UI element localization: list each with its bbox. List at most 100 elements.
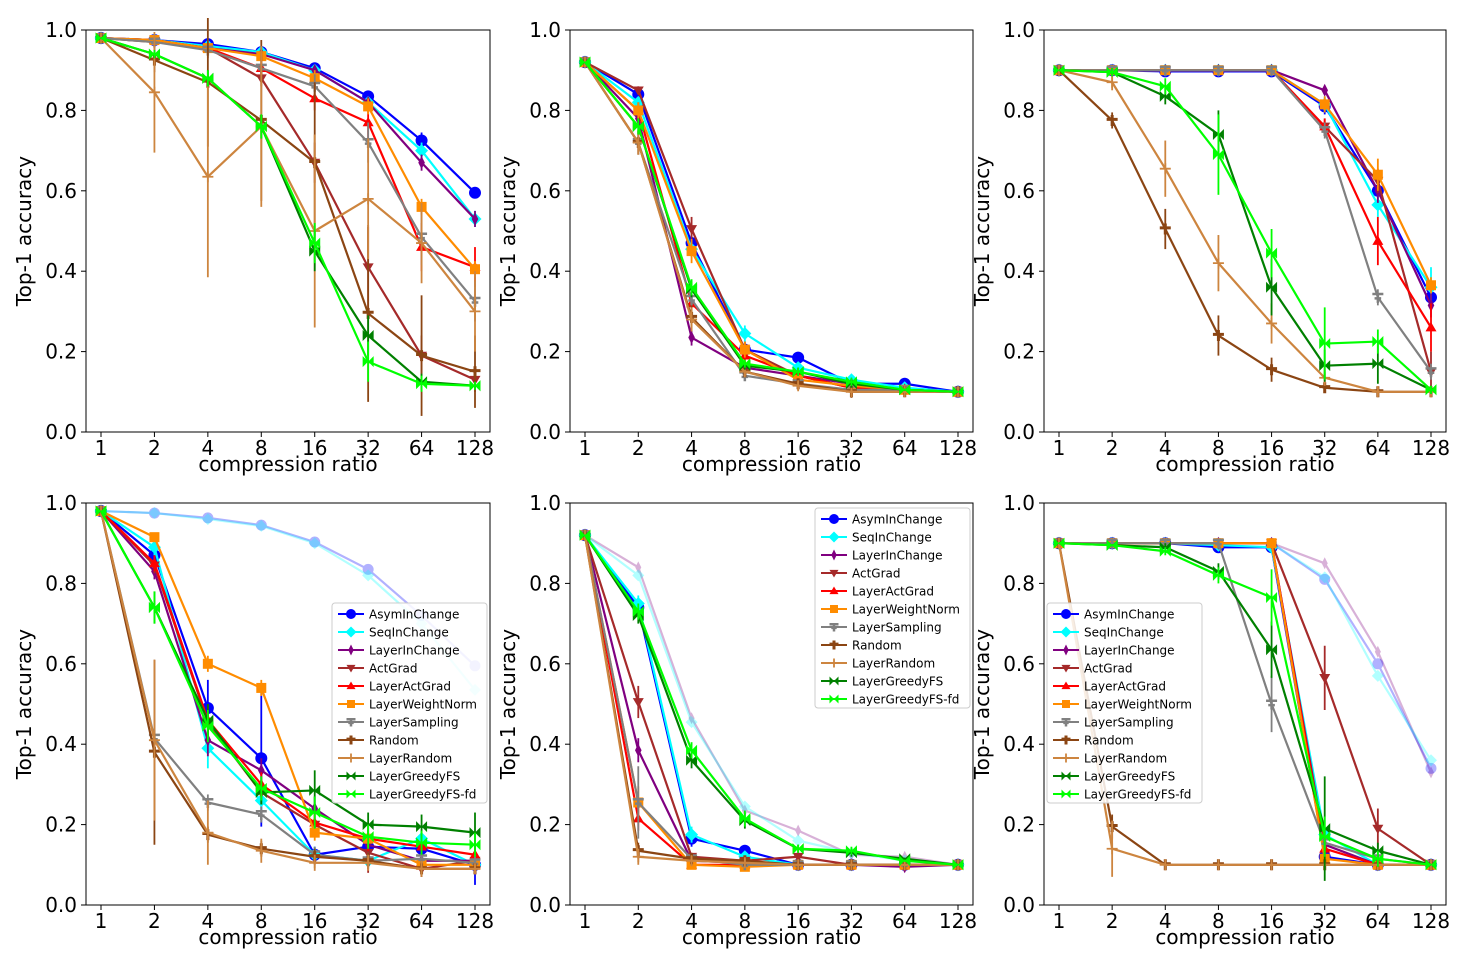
x-tick-label: 8 (255, 436, 268, 460)
faded-series-point (1321, 557, 1328, 570)
series-point (469, 380, 481, 392)
legend-label: AsymInChange (1084, 608, 1174, 622)
y-tick-label: 0.8 (45, 98, 77, 122)
series-point (1266, 538, 1277, 549)
series (95, 505, 481, 857)
legend-marker (346, 718, 356, 727)
series-point (1425, 859, 1437, 871)
series-point (685, 828, 699, 842)
series-point (1212, 149, 1224, 161)
series-point (469, 863, 481, 875)
x-tick-label: 2 (148, 436, 161, 460)
series-point (952, 386, 964, 398)
legend-marker (346, 664, 356, 673)
series-point (1266, 859, 1278, 871)
series-point (1106, 66, 1118, 78)
series-point (416, 237, 428, 249)
series-point (362, 831, 374, 843)
series-line (100, 36, 476, 220)
legend-label: LayerRandom (852, 657, 935, 671)
series-line (584, 61, 959, 393)
x-tick-label: 64 (892, 909, 917, 933)
series-point (95, 505, 107, 517)
series-point (632, 120, 644, 132)
legend-label: SeqInChange (369, 626, 449, 640)
series-point (1321, 83, 1329, 97)
y-axis-label: Top-1 accuracy (496, 156, 520, 307)
legend-marker (829, 514, 839, 524)
legend-label: SeqInChange (852, 531, 932, 545)
legend-marker (830, 605, 838, 613)
series (579, 56, 964, 398)
series-point (1372, 824, 1384, 835)
legend: AsymInChange SeqInChange LayerInChange ActG… (1046, 602, 1203, 804)
series (1053, 64, 1437, 398)
faded-series-point (632, 569, 645, 582)
series-point (792, 852, 804, 863)
x-axis-label: compression ratio (198, 925, 377, 949)
series-point (362, 116, 374, 127)
series-point (362, 330, 374, 342)
series-point (845, 386, 857, 398)
series-point (1053, 64, 1065, 76)
series-line (1058, 69, 1432, 391)
legend-label: LayerGreedyFS (1084, 770, 1175, 784)
legend-marker (346, 735, 356, 745)
x-tick-label: 32 (1312, 436, 1337, 460)
legend: AsymInChange SeqInChange LayerInChange ActG… (814, 507, 971, 709)
series-point (470, 264, 480, 275)
series-point (738, 327, 752, 341)
series-point (686, 744, 698, 756)
legend-label: LayerSampling (1084, 716, 1174, 730)
legend-box (1046, 602, 1203, 804)
series-point (739, 358, 751, 370)
x-tick-label: 2 (1106, 436, 1119, 460)
x-tick-label: 2 (632, 436, 645, 460)
y-tick-label: 0.8 (529, 571, 561, 595)
faded-series-point (1318, 571, 1331, 584)
legend-marker (346, 681, 356, 690)
y-tick-label: 0.4 (529, 732, 561, 756)
series-point (1212, 330, 1224, 342)
faded-series-point (362, 563, 374, 575)
series-point (309, 237, 321, 249)
y-tick-label: 0.4 (529, 259, 561, 283)
legend-label: Random (852, 639, 902, 653)
y-axis-label: Top-1 accuracy (970, 629, 994, 780)
faded-series-point (688, 712, 695, 725)
y-tick-label: 0.6 (1003, 179, 1035, 203)
faded-series-point (308, 537, 321, 550)
legend-label: LayerInChange (1084, 644, 1175, 658)
series-point (1372, 853, 1384, 865)
legend-marker (346, 771, 356, 781)
legend-marker (1061, 681, 1071, 690)
series-point (148, 602, 160, 614)
series-point (148, 86, 160, 98)
series-line (584, 61, 958, 393)
legend-marker (828, 531, 840, 543)
x-tick-label: 128 (1412, 909, 1450, 933)
legend-marker (348, 644, 354, 656)
series (94, 31, 482, 227)
x-tick-label: 64 (1365, 909, 1390, 933)
y-tick-label: 0.8 (1003, 571, 1035, 595)
series-line (100, 36, 476, 220)
x-tick-label: 2 (1106, 909, 1119, 933)
series-point (1371, 198, 1385, 212)
legend-label: LayerGreedyFS-fd (369, 788, 476, 802)
legend-label: LayerActGrad (852, 585, 934, 599)
series-point (202, 827, 214, 839)
series-point (1319, 125, 1331, 136)
faded-series-point (309, 536, 321, 548)
series-line (1058, 542, 1432, 866)
legend-marker (829, 676, 839, 686)
series-point (148, 557, 160, 568)
series-line (100, 510, 475, 866)
series-point (416, 821, 428, 833)
series-point (1319, 99, 1330, 110)
series-point (634, 743, 642, 757)
series-point (1266, 281, 1278, 293)
series-line (1058, 69, 1432, 391)
x-tick-label: 16 (785, 909, 810, 933)
series-point (1266, 364, 1278, 376)
